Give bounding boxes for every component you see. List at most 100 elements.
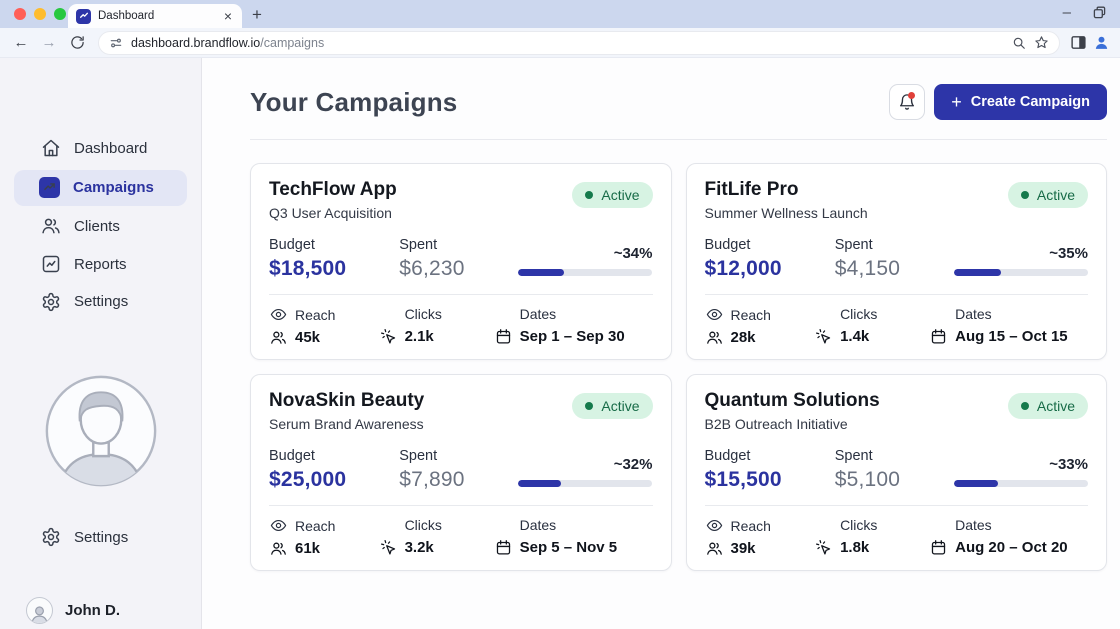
campaigns-icon [39, 177, 60, 199]
window-traffic-lights [14, 8, 66, 20]
reach-label: Reach [730, 306, 771, 323]
sidebar-item-settings[interactable]: Settings [8, 283, 193, 320]
status-dot [585, 402, 594, 410]
home-icon [42, 140, 60, 157]
budget-value: $12,000 [704, 257, 782, 280]
campaign-card[interactable]: FitLife Pro Summer Wellness Launch Activ… [685, 163, 1107, 360]
fullscreen-window-button[interactable] [54, 8, 66, 20]
status-dot [585, 191, 594, 199]
calendar-icon [929, 328, 948, 345]
campaign-subtitle: Serum Brand Awareness [269, 416, 424, 432]
window-controls: – [1063, 4, 1106, 21]
spent-value: $6,230 [399, 257, 465, 280]
percent-spent: ~34% [613, 245, 653, 262]
browser-tab[interactable]: Dashboard × [68, 4, 242, 28]
notification-dot [908, 92, 916, 99]
site-settings-icon[interactable] [109, 36, 123, 50]
calendar-icon [494, 539, 513, 556]
users-icon [705, 329, 724, 346]
sidebar-item-label: Dashboard [74, 139, 148, 157]
progress-bar [953, 480, 1088, 487]
pointer-click-icon [379, 328, 398, 345]
budget-value: $25,000 [269, 468, 347, 491]
percent-spent: ~32% [613, 456, 653, 473]
url-bar[interactable]: dashboard.brandflow.io/campaigns [98, 30, 1060, 55]
minimize-window-button[interactable] [34, 8, 46, 20]
campaign-name: NovaSkin Beauty [269, 390, 425, 411]
dates-value: Aug 15 – Oct 15 [955, 328, 1068, 345]
sidebar-item-reports[interactable]: Reports [8, 246, 193, 283]
eye-icon [705, 517, 724, 534]
campaign-card[interactable]: Quantum Solutions B2B Outreach Initiativ… [685, 374, 1107, 571]
create-campaign-label: Create Campaign [970, 94, 1090, 110]
sidebar-item-label: Settings [74, 293, 129, 311]
budget-label: Budget [704, 237, 751, 253]
calendar-icon [929, 539, 948, 556]
status-dot [1020, 402, 1029, 410]
campaign-card[interactable]: TechFlow App Q3 User Acquisition Active … [250, 163, 672, 360]
report-chart-icon [42, 255, 60, 273]
dates-value: Sep 5 – Nov 5 [519, 539, 618, 556]
campaign-subtitle: Q3 User Acquisition [269, 205, 392, 221]
status-badge: Active [1007, 393, 1088, 419]
budget-label: Budget [704, 448, 751, 464]
progress-bar [518, 480, 653, 487]
profile-avatar-illustration [43, 373, 159, 489]
new-tab-button[interactable]: + [252, 5, 262, 24]
user-profile-row[interactable]: John D. [8, 592, 193, 629]
progress-fill [953, 480, 999, 487]
gear-icon [42, 528, 60, 547]
tab-close-icon[interactable]: × [223, 8, 232, 24]
back-button[interactable]: ← [13, 34, 29, 51]
browser-profile-button[interactable] [1093, 34, 1110, 51]
close-window-button[interactable] [14, 8, 26, 20]
header-divider [250, 139, 1107, 140]
clicks-label: Clicks [840, 517, 878, 533]
status-dot [1020, 191, 1029, 199]
zoom-icon[interactable] [1012, 36, 1026, 50]
budget-label: Budget [269, 237, 315, 253]
url-path: /campaigns [260, 35, 325, 50]
tab-title: Dashboard [98, 10, 155, 22]
reach-value: 28k [730, 329, 756, 346]
spent-label: Spent [399, 448, 438, 464]
users-icon [269, 329, 288, 346]
restore-window-icon[interactable] [1093, 6, 1106, 19]
reload-button[interactable] [66, 32, 88, 54]
site-favicon-icon [76, 8, 91, 24]
budget-label: Budget [269, 448, 315, 464]
user-avatar [26, 597, 53, 625]
sidebar-footer-settings[interactable]: Settings [8, 519, 193, 556]
spent-value: $5,100 [834, 468, 901, 491]
calendar-icon [494, 328, 513, 345]
side-panel-button[interactable] [1070, 34, 1087, 51]
create-campaign-button[interactable]: + Create Campaign [934, 84, 1107, 120]
notifications-button[interactable] [889, 84, 926, 120]
status-badge: Active [572, 182, 653, 208]
campaign-card[interactable]: NovaSkin Beauty Serum Brand Awareness Ac… [250, 374, 672, 571]
main-content: Your Campaigns + Create Campaign [202, 58, 1120, 629]
forward-button[interactable]: → [41, 34, 57, 51]
clicks-label: Clicks [840, 306, 878, 322]
clicks-label: Clicks [404, 517, 442, 533]
spent-value: $7,890 [399, 468, 465, 491]
dates-value: Sep 1 – Sep 30 [519, 328, 625, 345]
spent-label: Spent [399, 237, 438, 253]
sidebar-item-label: Campaigns [73, 179, 154, 197]
header-actions: + Create Campaign [889, 84, 1107, 120]
sidebar-item-campaigns[interactable]: Campaigns [14, 169, 187, 207]
status-badge: Active [1007, 182, 1088, 208]
bookmark-star-icon[interactable] [1034, 35, 1049, 50]
campaign-subtitle: B2B Outreach Initiative [704, 416, 848, 432]
sidebar-item-clients[interactable]: Clients [8, 208, 193, 245]
progress-bar [953, 269, 1088, 276]
minimize-icon[interactable]: – [1062, 4, 1071, 21]
percent-spent: ~35% [1049, 245, 1088, 262]
sidebar-item-label: Clients [74, 217, 120, 235]
sidebar-item-dashboard[interactable]: Dashboard [8, 130, 193, 167]
spent-label: Spent [834, 237, 873, 253]
users-icon [42, 219, 60, 234]
pointer-click-icon [814, 539, 833, 556]
page-title: Your Campaigns [250, 86, 458, 117]
